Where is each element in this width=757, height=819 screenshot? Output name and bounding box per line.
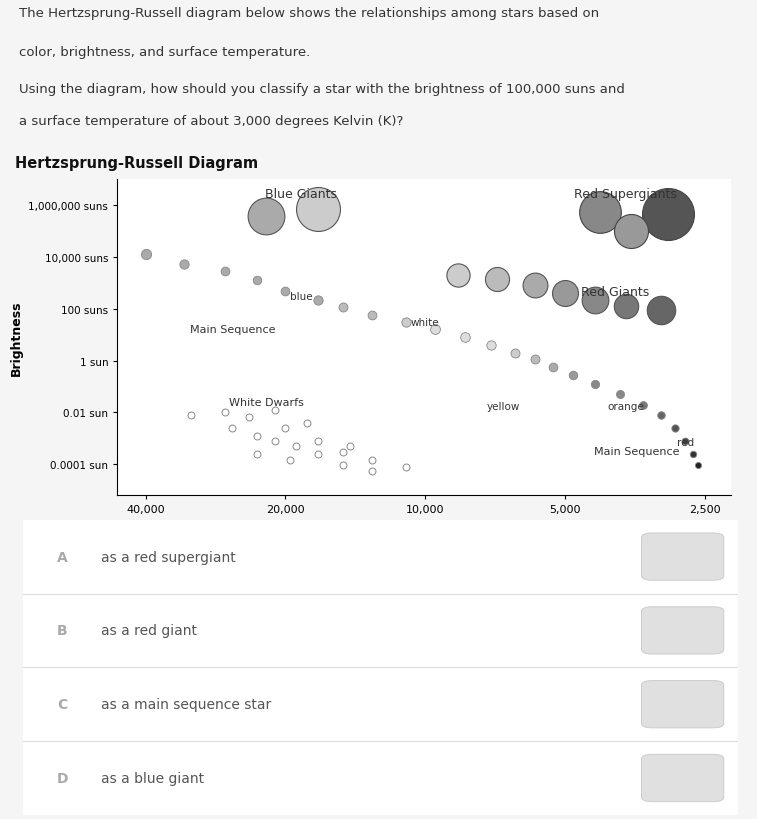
Point <box>338 446 350 459</box>
Point <box>366 454 378 467</box>
Point <box>429 324 441 337</box>
Point <box>285 454 297 467</box>
Point <box>312 203 324 216</box>
Point <box>251 429 263 442</box>
Point <box>344 440 357 453</box>
Text: as a red supergiant: as a red supergiant <box>101 550 236 564</box>
Point <box>625 225 637 238</box>
Text: Red Supergiants: Red Supergiants <box>575 188 677 201</box>
Point <box>400 460 412 473</box>
Text: C: C <box>57 697 67 712</box>
Point <box>301 417 313 430</box>
Point <box>559 287 571 301</box>
Point <box>260 210 273 223</box>
Point <box>366 310 378 323</box>
Text: A: A <box>57 550 67 564</box>
Point <box>251 274 263 287</box>
Point <box>687 448 699 461</box>
Point <box>251 448 263 461</box>
Text: White Dwarfs: White Dwarfs <box>229 397 304 407</box>
Point <box>338 301 350 314</box>
Point <box>312 435 324 448</box>
Point <box>509 346 521 360</box>
Text: Hertzsprung-Russell Diagram: Hertzsprung-Russell Diagram <box>15 156 258 171</box>
Text: red: red <box>677 437 694 447</box>
Point <box>400 316 412 329</box>
Text: a surface temperature of about 3,000 degrees Kelvin (K)?: a surface temperature of about 3,000 deg… <box>19 115 403 128</box>
Point <box>312 294 324 307</box>
FancyBboxPatch shape <box>641 754 724 802</box>
Text: as a blue giant: as a blue giant <box>101 771 204 785</box>
Point <box>656 304 668 317</box>
Text: Main Sequence: Main Sequence <box>594 446 680 456</box>
Text: orange: orange <box>607 401 644 411</box>
Point <box>139 249 151 262</box>
Y-axis label: Brightness: Brightness <box>10 300 23 376</box>
Text: yellow: yellow <box>486 401 519 411</box>
Point <box>290 440 302 453</box>
Point <box>185 409 197 422</box>
Point <box>226 422 238 435</box>
Point <box>178 258 190 271</box>
Point <box>485 339 497 352</box>
Text: color, brightness, and surface temperature.: color, brightness, and surface temperatu… <box>19 46 310 59</box>
Point <box>459 331 471 344</box>
FancyBboxPatch shape <box>16 517 745 818</box>
Point <box>680 435 692 448</box>
Point <box>547 361 559 374</box>
FancyBboxPatch shape <box>641 607 724 654</box>
Text: Blue Giants: Blue Giants <box>265 188 337 201</box>
Point <box>219 406 231 419</box>
Text: as a main sequence star: as a main sequence star <box>101 697 272 712</box>
Point <box>619 301 631 314</box>
Point <box>279 285 291 298</box>
Text: Main Sequence: Main Sequence <box>190 325 275 335</box>
Text: The Hertzsprung-Russell diagram below shows the relationships among stars based : The Hertzsprung-Russell diagram below sh… <box>19 7 599 20</box>
Text: as a red giant: as a red giant <box>101 623 198 638</box>
Point <box>529 353 541 366</box>
Point <box>594 206 606 219</box>
Point <box>614 388 626 401</box>
Point <box>589 378 601 391</box>
Point <box>338 459 350 473</box>
Point <box>668 422 681 435</box>
Point <box>693 459 705 473</box>
Text: white: white <box>411 317 439 328</box>
Point <box>637 399 649 412</box>
Point <box>529 279 541 292</box>
Point <box>219 265 231 278</box>
Text: Using the diagram, how should you classify a star with the brightness of 100,000: Using the diagram, how should you classi… <box>19 84 625 96</box>
Point <box>656 409 668 422</box>
Point <box>366 464 378 477</box>
X-axis label: Surface Temperature (K): Surface Temperature (K) <box>337 520 511 533</box>
Point <box>279 422 291 435</box>
Point <box>491 273 503 286</box>
Text: Red Giants: Red Giants <box>581 286 650 299</box>
Point <box>662 209 674 222</box>
Point <box>269 435 282 448</box>
Text: blue: blue <box>290 292 313 301</box>
Point <box>452 269 464 283</box>
Point <box>242 411 254 424</box>
Point <box>567 369 579 382</box>
Text: B: B <box>57 623 67 638</box>
Point <box>312 448 324 461</box>
Point <box>589 294 601 307</box>
Point <box>269 404 282 417</box>
FancyBboxPatch shape <box>641 533 724 581</box>
FancyBboxPatch shape <box>641 681 724 728</box>
Text: D: D <box>56 771 68 785</box>
